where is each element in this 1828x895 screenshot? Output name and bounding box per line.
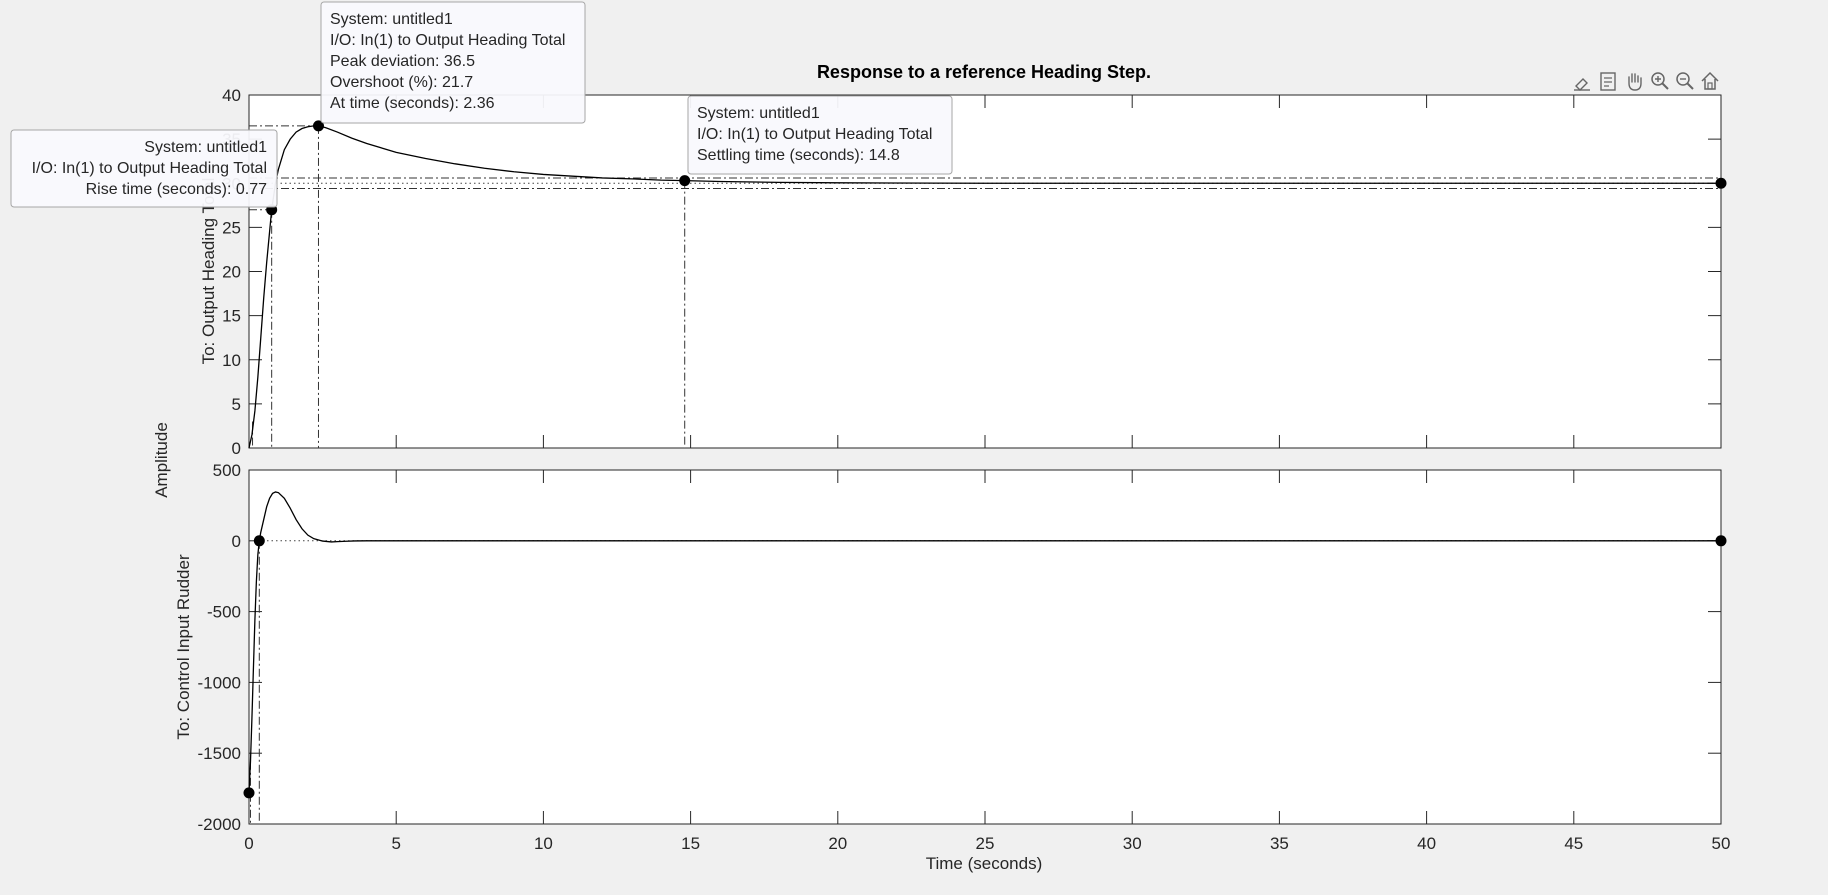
reference-lines (249, 540, 1721, 824)
datatip-line: I/O: In(1) to Output Heading Total (330, 32, 565, 49)
data-marker[interactable] (253, 535, 265, 547)
x-axis-label: Time (seconds) (926, 854, 1043, 873)
chart-title: Response to a reference Heading Step. (817, 62, 1151, 82)
x-tick-label: 40 (1417, 834, 1436, 853)
y-tick-label: 0 (232, 532, 241, 551)
x-tick-label: 50 (1712, 834, 1731, 853)
datatip-line: At time (seconds): 2.36 (330, 95, 495, 112)
export-icon[interactable] (1600, 72, 1616, 91)
y-tick-label: 15 (222, 307, 241, 326)
datatip-line: I/O: In(1) to Output Heading Total (32, 160, 267, 177)
datatip-box (10, 129, 278, 208)
y-tick-label: -500 (207, 603, 241, 622)
subplot-ylabel: To: Output Heading Total (199, 178, 218, 365)
y-tick-label: -1500 (198, 744, 241, 763)
marker-group (243, 535, 1727, 799)
data-marker[interactable] (312, 120, 324, 132)
axes-background (248, 94, 1722, 449)
tick-group: -2000 -1500 -1000 -500 0 500 (198, 461, 1722, 834)
x-tick-label: 10 (534, 834, 553, 853)
axes-control-input[interactable]: -2000 -1500 -1000 -500 0 500 To: Control Inpu… (174, 461, 1727, 834)
response-line (248, 125, 1721, 449)
x-tick-label: 20 (828, 834, 847, 853)
y-tick-label: 0 (232, 439, 241, 458)
x-tick-label: 5 (391, 834, 400, 853)
x-tick-group: 0 5 10 15 20 25 30 35 40 45 50 (244, 834, 1730, 853)
x-tick-label: 30 (1123, 834, 1142, 853)
data-marker[interactable] (1715, 535, 1727, 547)
y-tick-label: 20 (222, 263, 241, 282)
response-line (248, 491, 1721, 793)
datatip-line: Overshoot (%): 21.7 (330, 74, 473, 91)
datatip-line: System: untitled1 (144, 139, 267, 156)
datatip-line: I/O: In(1) to Output Heading Total (697, 126, 932, 143)
datatip-line: System: untitled1 (330, 11, 453, 28)
datatip-line: Rise time (seconds): 0.77 (86, 181, 268, 198)
y-axis-label: Amplitude (152, 422, 171, 498)
subplot-ylabel: To: Control Input Rudder (174, 554, 193, 740)
datatip-line: System: untitled1 (697, 105, 820, 122)
x-tick-label: 35 (1270, 834, 1289, 853)
y-tick-label: -1000 (198, 673, 241, 692)
zoom-out-icon[interactable] (1676, 72, 1694, 90)
y-tick-label: 10 (222, 351, 241, 370)
axes-background (248, 469, 1722, 825)
home-icon[interactable] (1701, 71, 1719, 90)
x-tick-label: 0 (244, 834, 253, 853)
data-marker[interactable] (243, 787, 255, 799)
pan-icon[interactable] (1628, 73, 1642, 91)
datatip[interactable]: System: untitled1 I/O: In(1) to Output He… (687, 95, 953, 175)
data-marker[interactable] (679, 175, 691, 187)
y-tick-label: 500 (213, 461, 241, 480)
datatip[interactable]: System: untitled1 I/O: In(1) to Output He… (320, 1, 586, 124)
datatip[interactable]: System: untitled1 I/O: In(1) to Output He… (10, 129, 278, 208)
y-tick-label: 25 (222, 218, 241, 237)
x-tick-label: 15 (681, 834, 700, 853)
datatip-group: System: untitled1 I/O: In(1) to Output He… (10, 1, 953, 208)
y-tick-label: 5 (232, 395, 241, 414)
datatip-box (320, 1, 586, 124)
reference-lines (249, 125, 1721, 448)
zoom-in-icon[interactable] (1651, 72, 1669, 90)
datatip-line: Settling time (seconds): 14.8 (697, 147, 900, 164)
y-tick-label: 40 (222, 86, 241, 105)
data-marker[interactable] (1715, 177, 1727, 189)
datatip-box (687, 95, 953, 175)
x-tick-label: 45 (1564, 834, 1583, 853)
brush-icon[interactable] (1574, 78, 1590, 91)
axes-toolbar (1574, 71, 1719, 91)
x-tick-label: 25 (976, 834, 995, 853)
y-tick-label: -2000 (198, 815, 241, 834)
datatip-line: Peak deviation: 36.5 (330, 53, 475, 70)
